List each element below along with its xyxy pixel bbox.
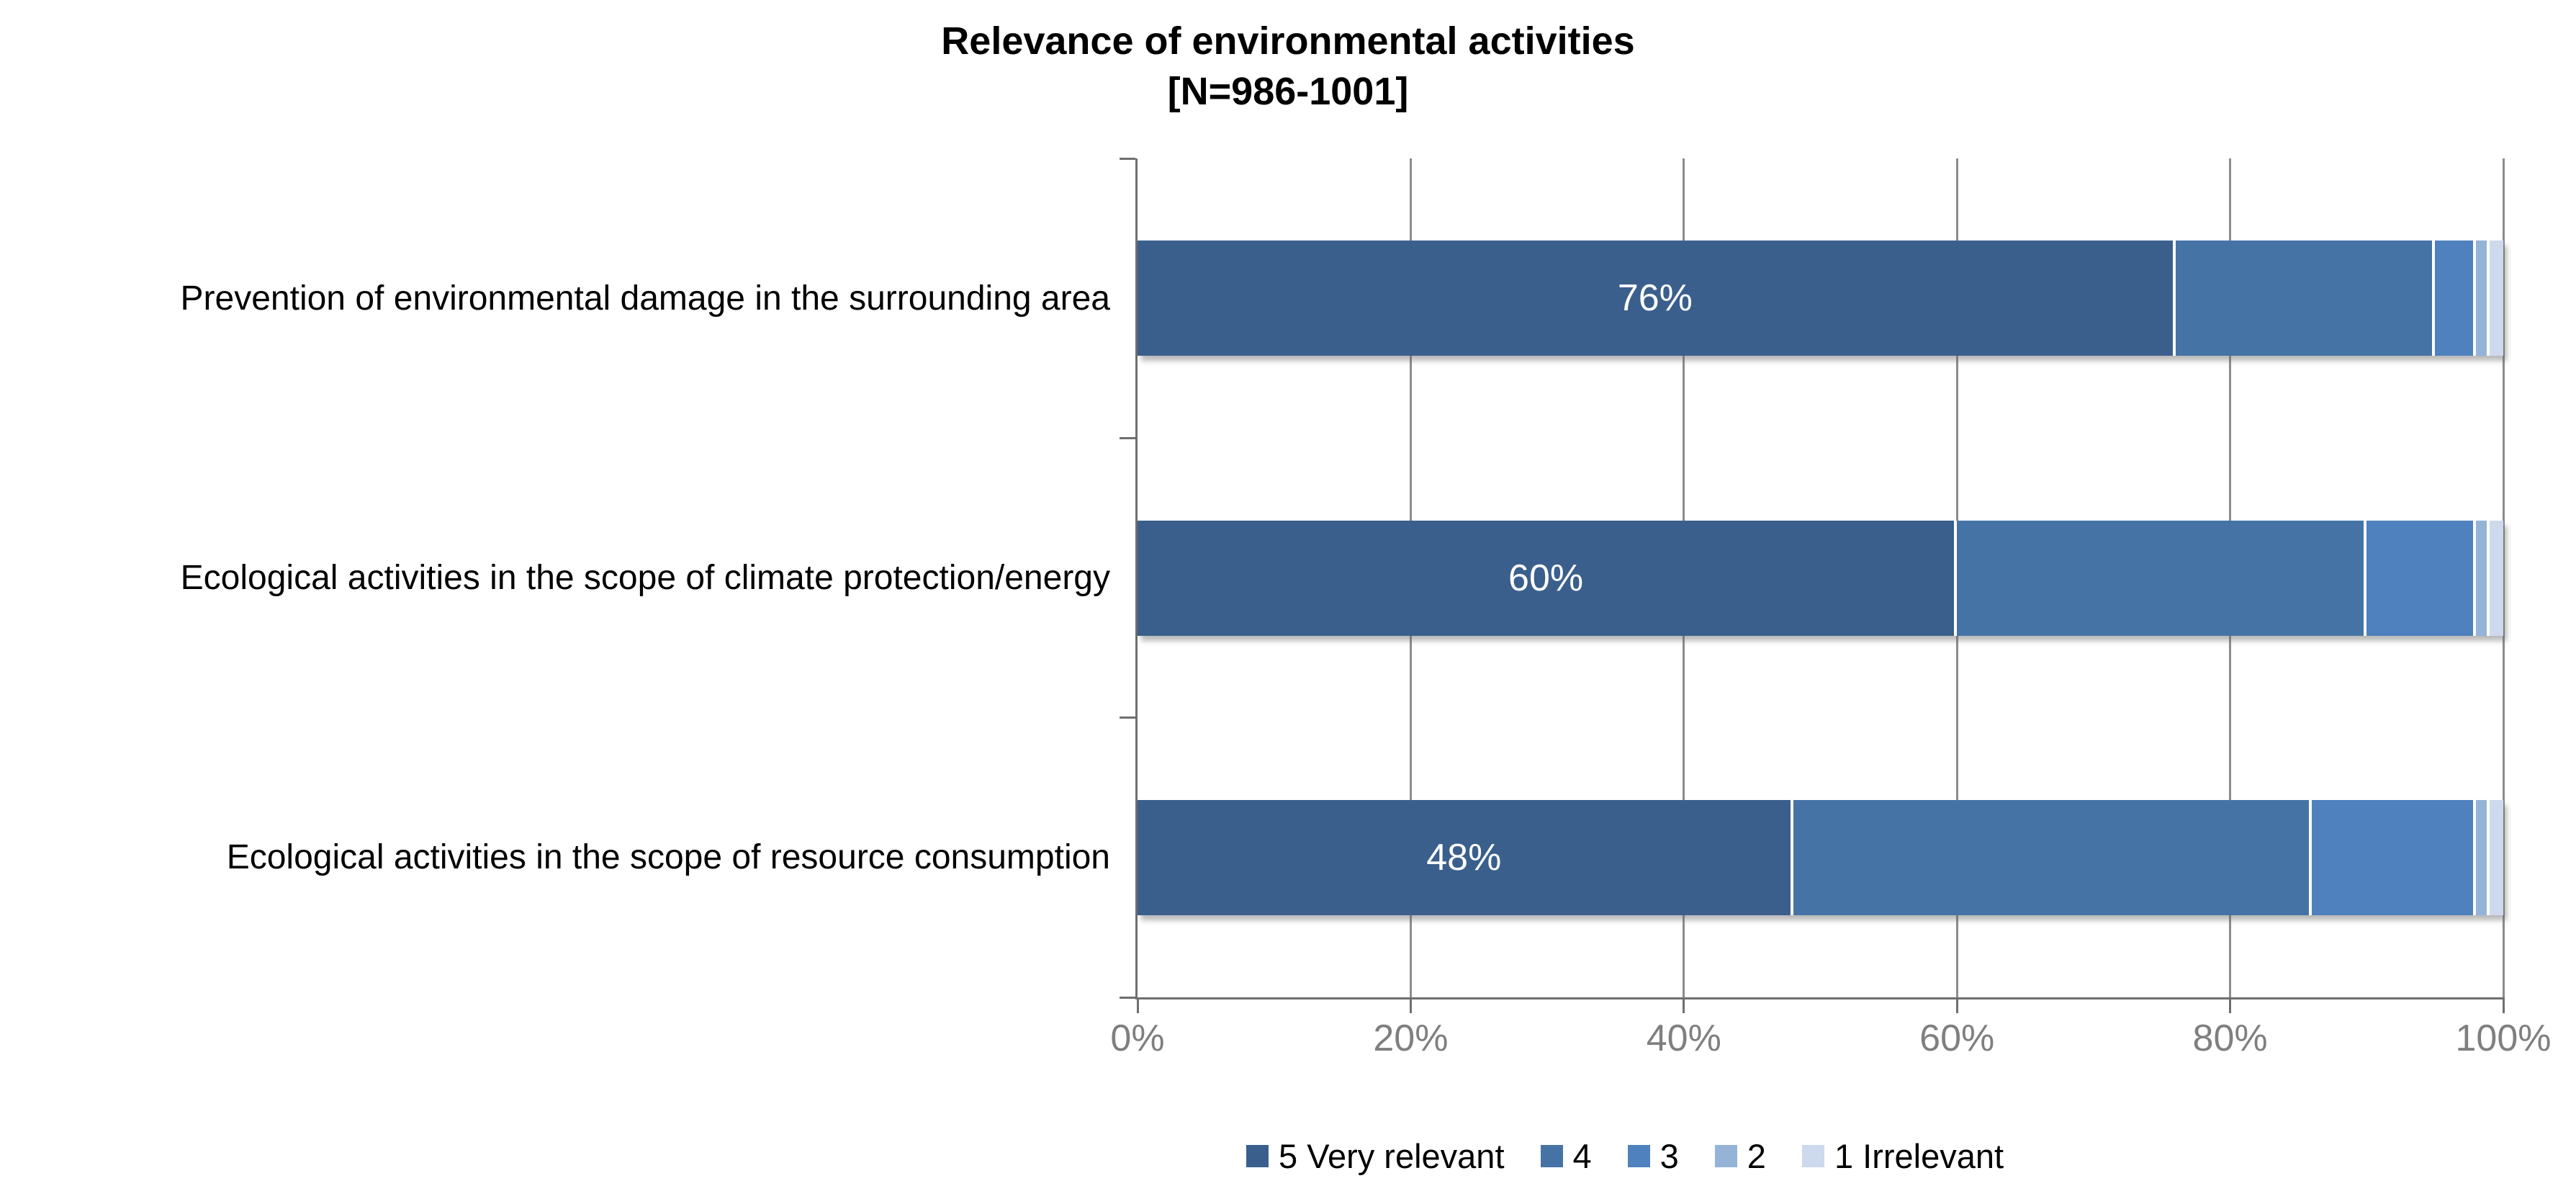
bar-segment <box>2490 520 2503 636</box>
bar-row: 60% <box>1138 520 2503 636</box>
x-axis-tick-label: 60% <box>1919 1017 1995 1059</box>
bar-segment <box>2490 799 2503 915</box>
bar-segment <box>1957 520 2367 636</box>
category-label: Ecological activities in the scope of cl… <box>180 559 1110 597</box>
y-axis-line <box>1135 158 1138 997</box>
y-axis-tick <box>1120 436 1135 439</box>
legend-label: 3 <box>1659 1136 1679 1175</box>
legend: 5 Very relevant 4 3 2 1 Irrelevant <box>1246 1132 2004 1180</box>
x-axis-tick-label: 80% <box>2192 1017 2268 1059</box>
bar-segment <box>2312 799 2477 915</box>
legend-item: 1 Irrelevant <box>1801 1136 2004 1176</box>
bar-segment <box>2476 799 2490 915</box>
legend-swatch-icon <box>1627 1144 1650 1167</box>
x-axis-tick <box>2229 997 2232 1013</box>
bar-data-label: 60% <box>1508 557 1584 599</box>
legend-swatch-icon <box>1714 1144 1737 1167</box>
bar-segment <box>2435 241 2477 356</box>
legend-swatch-icon <box>1801 1144 1824 1167</box>
x-axis-tick <box>1955 997 1958 1013</box>
bar-segment <box>2476 241 2490 356</box>
chart-title: Relevance of environmental activities [N… <box>0 16 2576 117</box>
x-axis-tick <box>2502 997 2505 1013</box>
legend-label: 2 <box>1747 1136 1766 1175</box>
legend-swatch-icon <box>1246 1144 1269 1167</box>
legend-item: 4 <box>1540 1136 1592 1176</box>
x-axis-tick-label: 100% <box>2455 1017 2552 1059</box>
bar-segment <box>2476 520 2490 636</box>
legend-item: 2 <box>1714 1136 1766 1176</box>
bar-segment: 76% <box>1138 241 2176 356</box>
category-label: Prevention of environmental damage in th… <box>180 279 1110 318</box>
bar-data-label: 76% <box>1617 277 1693 320</box>
legend-swatch-icon <box>1540 1144 1563 1167</box>
chart-title-line2: [N=986-1001] <box>1167 70 1409 113</box>
legend-label: 4 <box>1572 1136 1592 1175</box>
bar-segment: 48% <box>1138 799 1793 915</box>
bar-row: 48% <box>1138 799 2503 915</box>
bar-segment <box>2366 520 2477 636</box>
legend-label: 1 Irrelevant <box>1834 1136 2004 1175</box>
x-axis-tick <box>1409 997 1412 1013</box>
x-axis-tick-label: 0% <box>1110 1017 1165 1059</box>
bar-data-label: 48% <box>1426 836 1502 879</box>
y-axis-tick <box>1120 996 1135 999</box>
y-axis-tick <box>1120 157 1135 160</box>
x-axis-line <box>1135 997 2503 999</box>
plot-area: 76% 60% 48% <box>1120 157 2505 1013</box>
x-axis-tick-label: 40% <box>1646 1017 1721 1059</box>
legend-item: 3 <box>1627 1136 1679 1176</box>
bar-segment: 60% <box>1138 520 1958 636</box>
x-axis-tick-label: 20% <box>1373 1017 1449 1059</box>
gridline <box>2502 158 2505 997</box>
bar-segment <box>2490 241 2503 356</box>
bar-segment <box>1793 799 2312 915</box>
x-axis-tick <box>1683 997 1685 1013</box>
legend-label: 5 Very relevant <box>1279 1136 1505 1175</box>
category-label: Ecological activities in the scope of re… <box>226 838 1110 877</box>
chart-title-line1: Relevance of environmental activities <box>941 19 1635 63</box>
legend-item: 5 Very relevant <box>1246 1136 1505 1176</box>
bar-row: 76% <box>1138 241 2503 356</box>
x-axis-tick <box>1136 997 1139 1013</box>
y-axis-tick <box>1120 716 1135 719</box>
bar-segment <box>2175 241 2436 356</box>
